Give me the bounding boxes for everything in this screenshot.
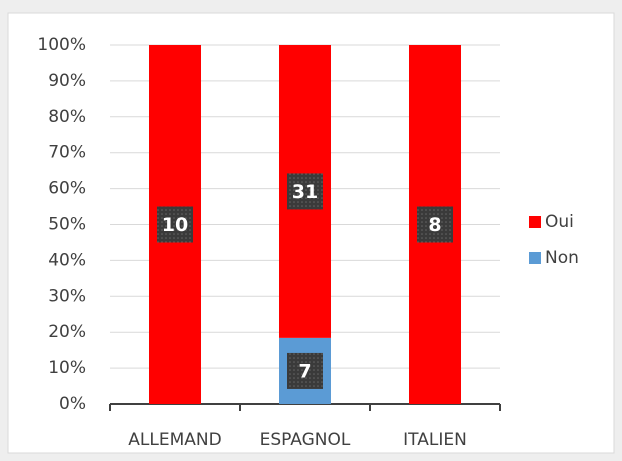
y-tick-label: 50% <box>48 215 86 235</box>
x-tick-label: ALLEMAND <box>128 430 221 450</box>
y-tick-label: 60% <box>48 179 86 199</box>
data-label-box <box>417 206 453 243</box>
legend-label: Non <box>545 248 579 268</box>
y-tick-label: 10% <box>48 358 86 378</box>
data-label-box <box>287 352 323 389</box>
data-label: 8 <box>428 214 441 236</box>
y-tick-label: 70% <box>48 143 86 163</box>
data-label: 10 <box>162 214 188 236</box>
data-label-box <box>157 206 193 243</box>
data-label-box <box>287 173 323 210</box>
data-label: 7 <box>298 360 311 382</box>
y-tick-label: 0% <box>59 394 86 414</box>
x-tick-label: ESPAGNOL <box>260 430 351 450</box>
y-tick-label: 90% <box>48 71 86 91</box>
legend-swatch <box>529 252 541 264</box>
legend-label: Oui <box>545 212 574 232</box>
y-tick-label: 30% <box>48 286 86 306</box>
x-tick-label: ITALIEN <box>403 430 467 450</box>
y-tick-label: 20% <box>48 322 86 342</box>
legend-swatch <box>529 216 541 228</box>
y-tick-label: 100% <box>37 35 86 55</box>
data-label: 31 <box>292 181 318 203</box>
y-tick-label: 80% <box>48 107 86 127</box>
y-tick-label: 40% <box>48 250 86 270</box>
